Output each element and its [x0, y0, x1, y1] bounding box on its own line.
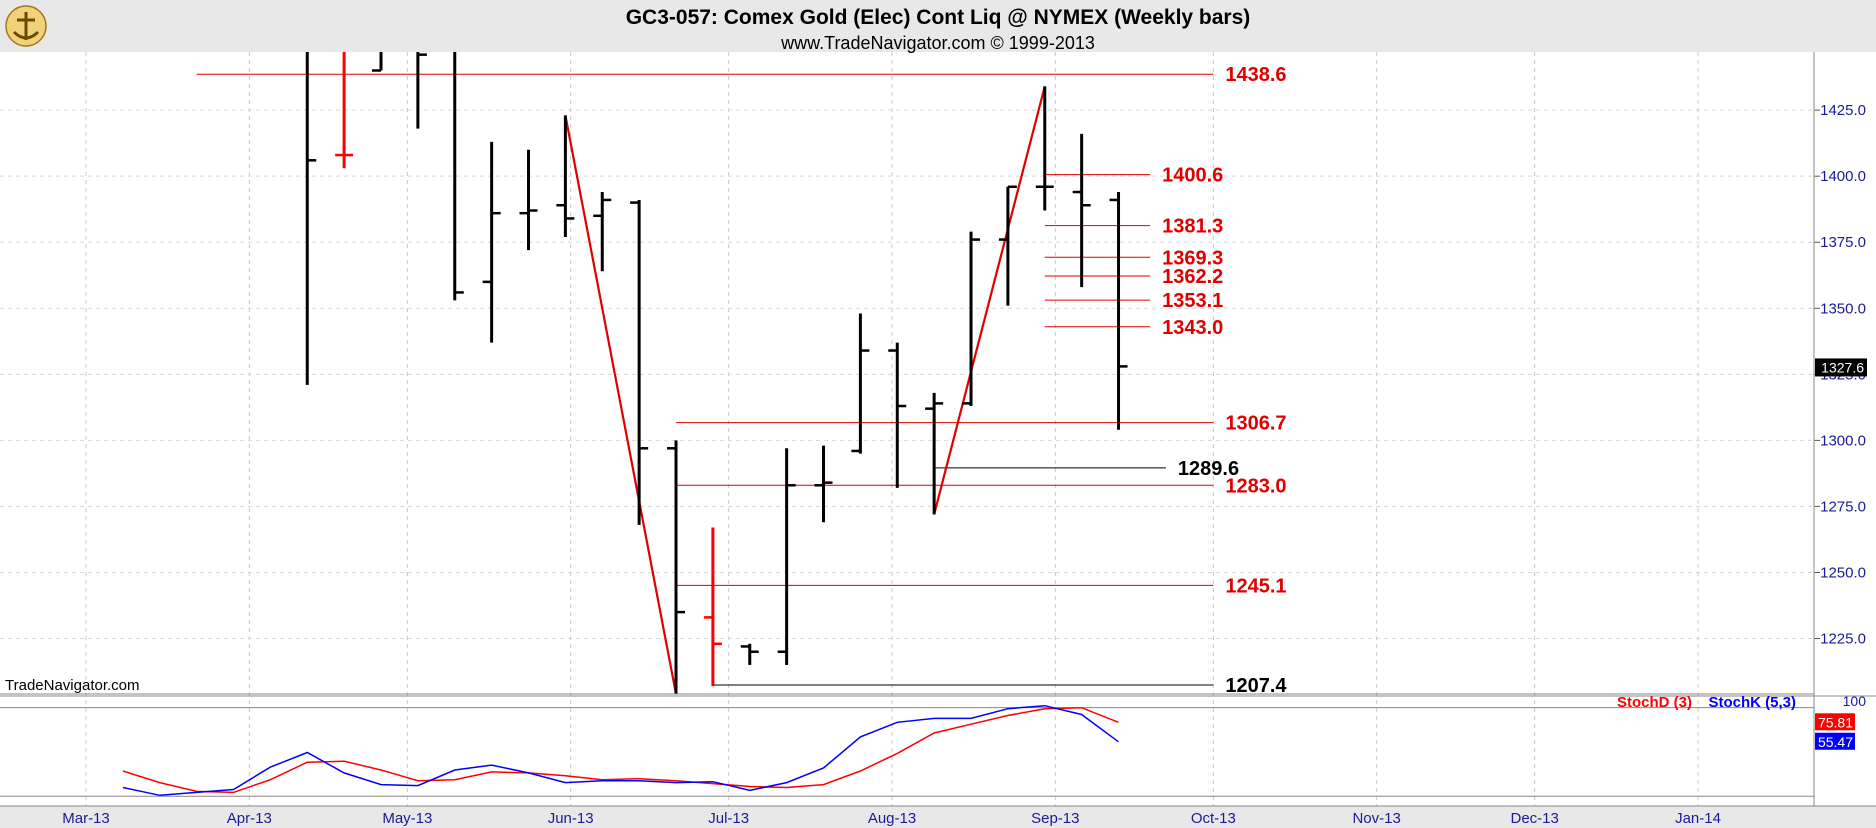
y-tick-label: 1250.0: [1820, 564, 1866, 581]
swing-lines: [564, 86, 1046, 695]
price-level-label: 1245.1: [1225, 575, 1286, 597]
ohlc-bar: [630, 199, 649, 525]
ohlc-bar: [998, 185, 1017, 306]
x-tick-label: Mar-13: [62, 810, 110, 827]
ohlc-bar: [1072, 133, 1091, 288]
ohlc-bar: [1109, 192, 1128, 430]
x-tick-label: Dec-13: [1511, 810, 1559, 827]
ohlc-bar: [777, 448, 796, 665]
y-tick-label: 1425.0: [1820, 102, 1866, 119]
stoch-k-last-label: 55.47: [1818, 734, 1853, 750]
price-level-label: 1381.3: [1162, 216, 1223, 238]
x-tick-label: Jul-13: [708, 810, 749, 827]
stoch-d-last-label: 75.81: [1818, 714, 1853, 730]
stochastic-panel: 100 StochD (3) StochK (5,3) 75.81 55.47: [0, 693, 1867, 797]
ohlc-bar: [453, 52, 464, 301]
x-tick-label: Oct-13: [1191, 810, 1236, 827]
stoch-series-line: [122, 706, 1119, 794]
price-level-label: 1343.0: [1162, 317, 1223, 339]
stoch-y-tick-label: 100: [1843, 693, 1867, 709]
x-tick-label: Apr-13: [227, 810, 272, 827]
chart-title: GC3-057: Comex Gold (Elec) Cont Liq @ NY…: [626, 6, 1251, 29]
ohlc-bar: [482, 141, 501, 343]
axes: Mar-13 Apr-13 May-13 Jun-13 Jul-13 Aug-13 Sep-…: [0, 52, 1876, 827]
price-level-label: 1353.1: [1162, 290, 1223, 312]
price-level-label: 1289.6: [1178, 458, 1239, 480]
ohlc-bar: [740, 643, 759, 665]
y-tick-label: 1225.0: [1820, 631, 1866, 648]
price-level-label: 1438.6: [1225, 64, 1286, 86]
watermark: TradeNavigator.com: [5, 677, 140, 694]
ohlc-bar: [703, 527, 722, 687]
ohlc-bars: [305, 52, 1128, 694]
x-axis-band: [0, 806, 1876, 828]
price-level-label: 1283.0: [1225, 475, 1286, 497]
y-tick-label: 1275.0: [1820, 498, 1866, 515]
x-tick-label: Jan-14: [1675, 810, 1721, 827]
y-tick-label: 1375.0: [1820, 234, 1866, 251]
ohlc-bar: [925, 392, 944, 515]
price-level-label: 1207.4: [1225, 675, 1287, 697]
ohlc-bar: [814, 445, 833, 523]
stoch-k-legend: StochK (5,3): [1708, 694, 1796, 711]
ohlc-bar: [335, 52, 354, 169]
ohlc-bar: [1035, 86, 1054, 211]
stoch-d-last-box: [1815, 713, 1855, 731]
ohlc-bar: [305, 52, 317, 385]
ohlc-bar: [667, 440, 686, 694]
ohlc-bar: [519, 149, 538, 251]
price-level-label: 1362.2: [1162, 266, 1223, 288]
anchor-logo-icon: [5, 5, 47, 47]
stoch-series-line: [122, 704, 1119, 797]
chart-subtitle: www.TradeNavigator.com © 1999-2013: [780, 33, 1095, 53]
x-tick-label: Sep-13: [1031, 810, 1079, 827]
ohlc-bar: [851, 313, 870, 454]
swing-line: [564, 115, 678, 695]
stoch-d-legend: StochD (3): [1617, 694, 1692, 711]
stoch-k-last-box: [1815, 732, 1855, 750]
gridlines: [0, 52, 1814, 806]
x-tick-label: Jun-13: [548, 810, 594, 827]
ohlc-bar: [593, 192, 612, 272]
swing-line: [933, 86, 1046, 515]
x-tick-label: May-13: [382, 810, 432, 827]
ohlc-bar: [372, 52, 383, 72]
y-tick-label: 1350.0: [1820, 300, 1866, 317]
ohlc-bar: [962, 231, 981, 407]
y-tick-label: 1400.0: [1820, 168, 1866, 185]
price-level-label: 1400.6: [1162, 165, 1223, 187]
ohlc-bar: [556, 115, 575, 237]
price-level-label: 1369.3: [1162, 247, 1223, 269]
last-price-box: [1815, 358, 1867, 377]
y-tick-label: 1300.0: [1820, 432, 1866, 449]
x-tick-label: Aug-13: [868, 810, 916, 827]
header-band: [0, 0, 1876, 52]
price-level-label: 1306.7: [1225, 413, 1286, 435]
ohlc-bar: [416, 52, 427, 129]
ohlc-bar: [888, 342, 907, 488]
last-price-label: 1327.6: [1821, 359, 1864, 375]
x-tick-label: Nov-13: [1352, 810, 1400, 827]
